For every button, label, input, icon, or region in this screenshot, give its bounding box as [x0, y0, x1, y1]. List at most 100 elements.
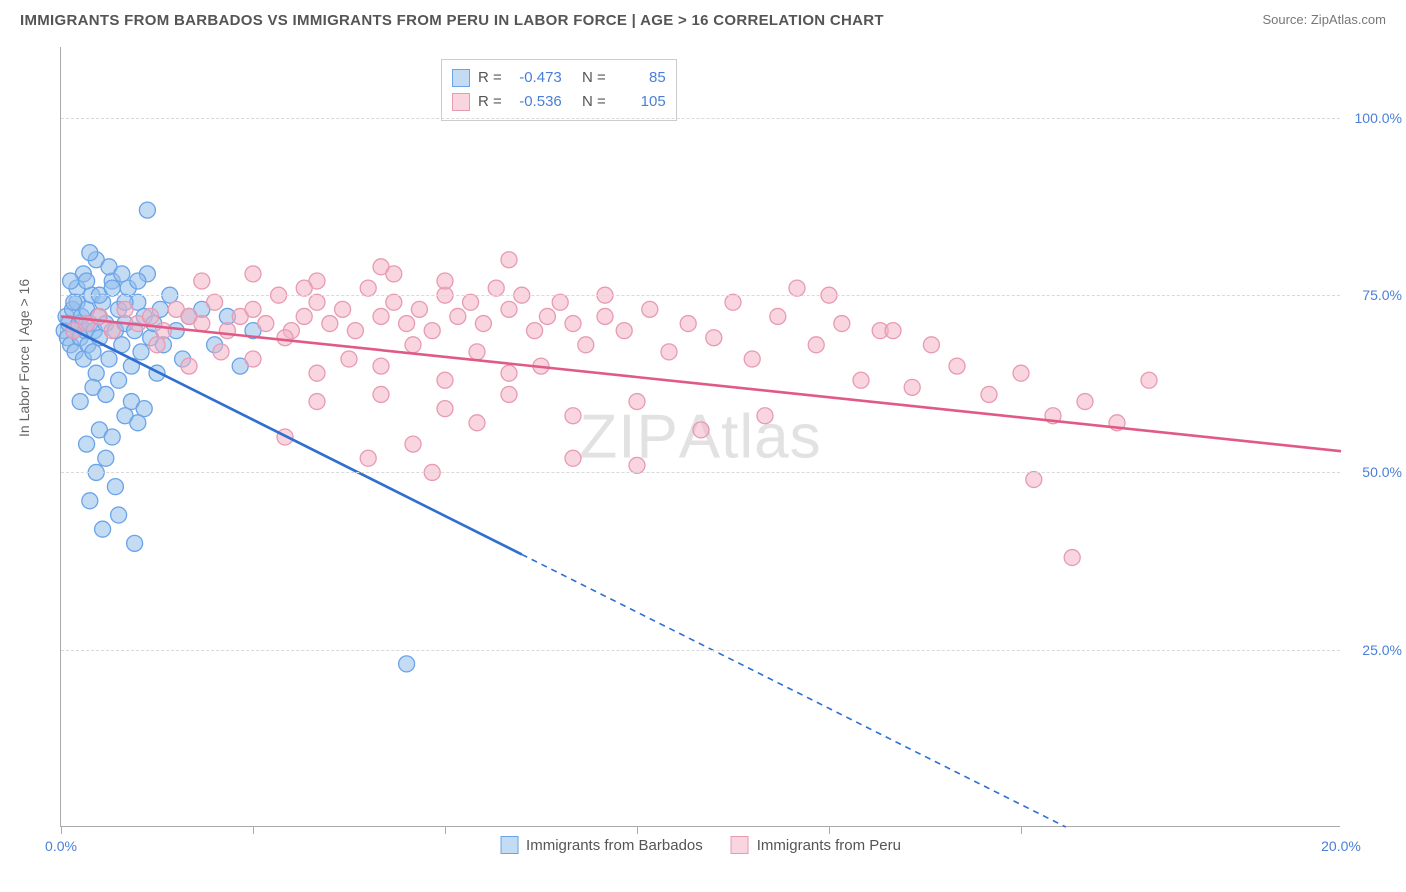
x-tick [637, 826, 638, 834]
scatter-point [79, 273, 95, 289]
swatch-peru [452, 93, 470, 111]
legend-item-barbados: Immigrants from Barbados [500, 836, 703, 854]
scatter-point [296, 280, 312, 296]
scatter-point [680, 316, 696, 332]
scatter-point [469, 344, 485, 360]
x-tick [445, 826, 446, 834]
scatter-point [539, 308, 555, 324]
x-tick [1021, 826, 1022, 834]
scatter-point [808, 337, 824, 353]
gridline-h [61, 118, 1340, 119]
x-tick [61, 826, 62, 834]
scatter-point [373, 308, 389, 324]
scatter-point [130, 273, 146, 289]
series-legend: Immigrants from Barbados Immigrants from… [500, 836, 901, 854]
scatter-point [309, 365, 325, 381]
scatter-point [578, 337, 594, 353]
scatter-point [127, 535, 143, 551]
source-attribution: Source: ZipAtlas.com [1262, 12, 1386, 27]
scatter-point [450, 308, 466, 324]
x-label-min: 0.0% [45, 838, 77, 854]
scatter-point [322, 316, 338, 332]
r-value-barbados: -0.473 [510, 66, 562, 90]
scatter-point [834, 316, 850, 332]
n-value-peru: 105 [614, 90, 666, 114]
stats-row-peru: R = -0.536 N = 105 [452, 90, 666, 114]
scatter-point [616, 323, 632, 339]
legend-label-peru: Immigrants from Peru [757, 837, 901, 854]
swatch-barbados [452, 69, 470, 87]
scatter-point [463, 294, 479, 310]
scatter-point [373, 386, 389, 402]
scatter-point [424, 323, 440, 339]
scatter-point [949, 358, 965, 374]
scatter-point [117, 301, 133, 317]
scatter-point [219, 323, 235, 339]
plot-area: ZIPAtlas R = -0.473 N = 85 R = -0.536 N … [60, 47, 1340, 827]
chart-header: IMMIGRANTS FROM BARBADOS VS IMMIGRANTS F… [0, 0, 1406, 37]
n-value-barbados: 85 [614, 66, 666, 90]
scatter-point [245, 301, 261, 317]
scatter-point [66, 294, 82, 310]
scatter-point [139, 202, 155, 218]
scatter-point [309, 294, 325, 310]
scatter-point [114, 266, 130, 282]
stats-legend: R = -0.473 N = 85 R = -0.536 N = 105 [441, 59, 677, 121]
scatter-point [1141, 372, 1157, 388]
scatter-point [565, 408, 581, 424]
y-tick-label: 50.0% [1346, 464, 1402, 480]
scatter-point [527, 323, 543, 339]
scatter-point [181, 358, 197, 374]
scatter-point [98, 450, 114, 466]
r-label: R = [478, 66, 502, 90]
scatter-point [475, 316, 491, 332]
gridline-h [61, 295, 1340, 296]
y-tick-label: 25.0% [1346, 642, 1402, 658]
x-tick [253, 826, 254, 834]
scatter-point [1077, 394, 1093, 410]
y-axis-label: In Labor Force | Age > 16 [16, 279, 32, 437]
scatter-point [82, 493, 98, 509]
scatter-point [104, 323, 120, 339]
scatter-point [597, 308, 613, 324]
scatter-point [63, 273, 79, 289]
scatter-point [111, 507, 127, 523]
scatter-point [853, 372, 869, 388]
source-prefix: Source: [1262, 12, 1310, 27]
scatter-point [1064, 550, 1080, 566]
source-name: ZipAtlas.com [1311, 12, 1386, 27]
scatter-point [335, 301, 351, 317]
scatter-point [207, 294, 223, 310]
scatter-point [744, 351, 760, 367]
scatter-point [789, 280, 805, 296]
legend-label-barbados: Immigrants from Barbados [526, 837, 703, 854]
scatter-point [104, 280, 120, 296]
chart-title: IMMIGRANTS FROM BARBADOS VS IMMIGRANTS F… [20, 12, 884, 29]
scatter-point [437, 401, 453, 417]
x-label-max: 20.0% [1321, 838, 1361, 854]
y-tick-label: 75.0% [1346, 287, 1402, 303]
scatter-point [360, 450, 376, 466]
stats-row-barbados: R = -0.473 N = 85 [452, 66, 666, 90]
scatter-point [245, 351, 261, 367]
scatter-point [552, 294, 568, 310]
x-tick [829, 826, 830, 834]
scatter-point [88, 365, 104, 381]
scatter-point [565, 450, 581, 466]
scatter-point [82, 245, 98, 261]
scatter-point [360, 280, 376, 296]
scatter-point [309, 394, 325, 410]
scatter-point [725, 294, 741, 310]
scatter-point [258, 316, 274, 332]
scatter-point [501, 365, 517, 381]
scatter-point [565, 316, 581, 332]
scatter-point [143, 308, 159, 324]
scatter-point [133, 344, 149, 360]
scatter-point [405, 337, 421, 353]
scatter-point [501, 252, 517, 268]
scatter-point [629, 394, 645, 410]
scatter-point [72, 394, 88, 410]
trend-line-dashed [522, 554, 1066, 827]
scatter-point [107, 479, 123, 495]
scatter-point [642, 301, 658, 317]
